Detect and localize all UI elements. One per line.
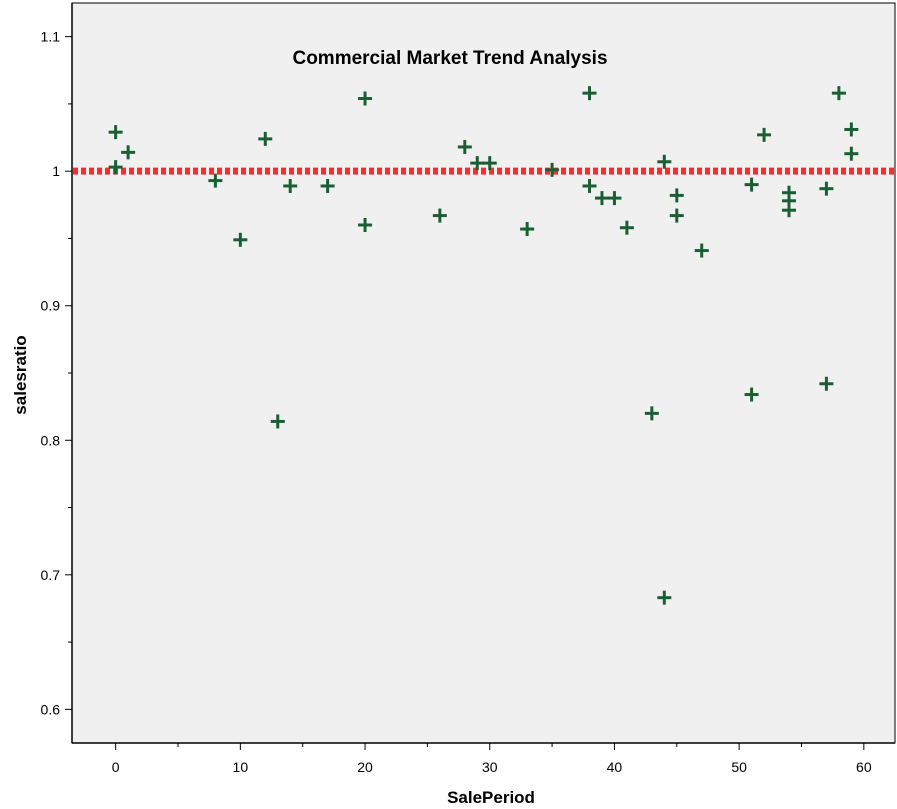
y-tick-label: 0.6 bbox=[41, 701, 61, 717]
data-point bbox=[283, 178, 298, 193]
data-point bbox=[582, 178, 597, 193]
x-axis-ticks: 0 10 20 30 40 50 60 bbox=[112, 743, 872, 775]
x-tick-label: 30 bbox=[482, 759, 498, 775]
data-point bbox=[669, 188, 684, 203]
x-tick-label: 60 bbox=[856, 759, 872, 775]
data-point bbox=[108, 160, 123, 175]
data-point bbox=[470, 156, 485, 171]
data-point bbox=[607, 191, 622, 206]
data-point bbox=[482, 156, 497, 171]
x-tick-label: 40 bbox=[607, 759, 623, 775]
data-point bbox=[108, 125, 123, 140]
data-point bbox=[694, 243, 709, 258]
data-point bbox=[782, 203, 797, 218]
y-tick-label: 1 bbox=[52, 163, 60, 179]
chart-title: Commercial Market Trend Analysis bbox=[292, 48, 607, 69]
y-axis-ticks: 0.6 0.7 0.8 0.9 1 1.1 bbox=[41, 29, 72, 717]
data-point bbox=[520, 222, 535, 237]
data-point bbox=[619, 220, 634, 235]
x-tick-label: 0 bbox=[112, 759, 120, 775]
y-tick-label: 0.9 bbox=[41, 298, 61, 314]
data-point bbox=[757, 127, 772, 142]
data-point bbox=[320, 178, 335, 193]
y-tick-label: 1.1 bbox=[41, 29, 61, 45]
data-point bbox=[432, 208, 447, 223]
data-point bbox=[545, 162, 560, 177]
data-point bbox=[121, 145, 136, 160]
data-point bbox=[844, 146, 859, 161]
y-tick-label: 0.7 bbox=[41, 567, 61, 583]
data-point bbox=[208, 173, 223, 188]
data-point bbox=[744, 177, 759, 192]
data-point bbox=[657, 154, 672, 169]
x-tick-label: 10 bbox=[233, 759, 249, 775]
data-point bbox=[233, 232, 248, 247]
data-point bbox=[358, 91, 373, 106]
data-point bbox=[644, 406, 659, 421]
x-axis-title: SalePeriod bbox=[447, 788, 535, 807]
x-tick-label: 20 bbox=[357, 759, 373, 775]
y-tick-label: 0.8 bbox=[41, 432, 61, 448]
data-point bbox=[582, 86, 597, 101]
data-point bbox=[819, 376, 834, 391]
data-point bbox=[831, 86, 846, 101]
data-point bbox=[657, 590, 672, 605]
data-point bbox=[358, 218, 373, 232]
data-point bbox=[744, 387, 759, 402]
plot-area bbox=[71, 2, 896, 744]
data-point bbox=[258, 131, 273, 146]
data-point bbox=[819, 181, 834, 196]
y-axis-title: salesratio bbox=[11, 335, 30, 414]
data-point bbox=[457, 139, 472, 154]
data-points bbox=[108, 86, 859, 605]
data-point bbox=[844, 122, 859, 137]
data-point bbox=[669, 208, 684, 223]
x-tick-label: 50 bbox=[731, 759, 747, 775]
data-point bbox=[594, 191, 609, 206]
data-point bbox=[270, 414, 285, 429]
